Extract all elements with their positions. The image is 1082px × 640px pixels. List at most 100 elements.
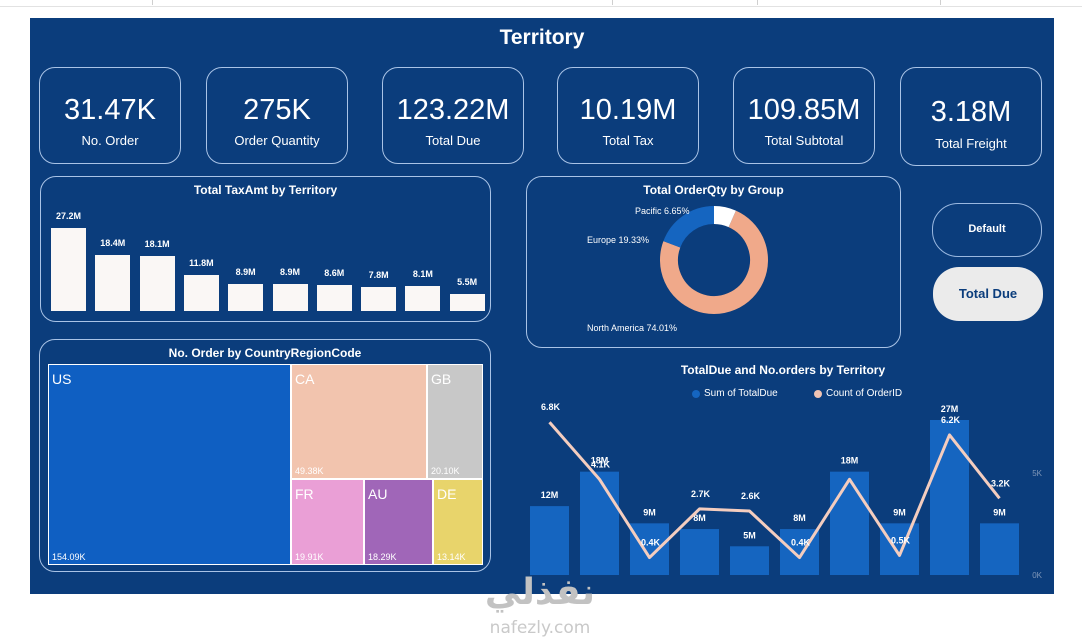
ribbon-separator bbox=[612, 0, 613, 5]
totaldue-orders-chart[interactable]: TotalDue and No.orders by Territory Sum … bbox=[518, 358, 1048, 580]
right-axis-tick: 5K bbox=[1032, 469, 1042, 478]
watermark-latin: nafezly.com bbox=[489, 618, 591, 638]
order-count-label: 0.4K bbox=[791, 538, 811, 548]
kpi-card-order-quantity[interactable]: 275K Order Quantity bbox=[206, 67, 348, 164]
totaldue-bar[interactable] bbox=[580, 471, 619, 575]
page-title: Territory bbox=[499, 26, 585, 49]
tax-bar[interactable] bbox=[139, 255, 175, 311]
ribbon-strip bbox=[0, 0, 1082, 7]
chart-title: Total TaxAmt by Territory bbox=[193, 183, 338, 197]
order-count-label: 4.1K bbox=[591, 459, 611, 469]
kpi-value: 275K bbox=[243, 94, 311, 126]
totaldue-bar[interactable] bbox=[630, 523, 669, 575]
tax-bar[interactable] bbox=[449, 294, 485, 311]
tax-bar[interactable] bbox=[183, 274, 219, 311]
tax-bar-label: 8.9M bbox=[279, 266, 300, 277]
legend-swatch bbox=[814, 389, 822, 398]
treemap-tile-gb[interactable]: GB 20.10K bbox=[427, 364, 483, 479]
slice-label-north-america: North America 74.01% bbox=[587, 323, 677, 333]
totaldue-bar-label: 18M bbox=[591, 456, 609, 466]
kpi-label: Total Freight bbox=[935, 136, 1007, 151]
totaldue-bar-label: 12M bbox=[541, 490, 559, 500]
kpi-card-total-due[interactable]: 123.22M Total Due bbox=[382, 67, 524, 164]
tile-value: 18.29K bbox=[368, 552, 397, 562]
tax-bar[interactable] bbox=[405, 286, 441, 311]
tax-bar[interactable] bbox=[228, 283, 264, 311]
order-count-label: 6.2K bbox=[941, 415, 961, 425]
right-axis-tick: 0K bbox=[1032, 571, 1042, 580]
orderqty-by-group-panel[interactable]: Total OrderQty by Group Pacific 6.65% Eu… bbox=[526, 176, 901, 348]
tile-value: 154.09K bbox=[52, 552, 86, 562]
chart-title: No. Order by CountryRegionCode bbox=[168, 346, 362, 360]
watermark-arabic: نفذلي bbox=[484, 572, 596, 613]
tile-value: 19.91K bbox=[295, 552, 324, 562]
kpi-value: 31.47K bbox=[64, 94, 156, 126]
order-count-line[interactable] bbox=[548, 421, 1001, 560]
totaldue-bar[interactable] bbox=[930, 420, 969, 575]
combo-chart-svg: 12M 18M 9M 8M 5M 8M 18M 9M 27M 9M 6.8K 4.1K 0.4K 2.7K… bbox=[530, 402, 1043, 580]
totaldue-bar[interactable] bbox=[730, 546, 769, 575]
kpi-card-total-subtotal[interactable]: 109.85M Total Subtotal bbox=[733, 67, 875, 164]
tax-bar-label: 27.2M bbox=[55, 211, 81, 221]
tile-value: 13.14K bbox=[437, 552, 466, 562]
tile-label: CA bbox=[295, 371, 315, 387]
tax-bar-label: 18.1M bbox=[144, 238, 170, 249]
tax-bar-label: 5.5M bbox=[457, 277, 478, 288]
slice-label-europe: Europe 19.33% bbox=[587, 235, 649, 245]
default-button[interactable]: Default bbox=[932, 203, 1042, 257]
tax-bar-label: 11.8M bbox=[189, 257, 214, 268]
treemap-tile-ca[interactable]: CA 49.38K bbox=[291, 364, 427, 479]
slice-label-pacific: Pacific 6.65% bbox=[635, 206, 690, 216]
treemap-tile-de[interactable]: DE 13.14K bbox=[433, 479, 483, 565]
report-canvas: Territory 31.47K No. Order 275K Order Qu… bbox=[30, 18, 1054, 594]
tax-bar[interactable] bbox=[316, 284, 352, 311]
tax-bar[interactable] bbox=[95, 254, 131, 311]
tax-bar-label: 18.4M bbox=[100, 237, 126, 248]
totaldue-bar-label: 27M bbox=[941, 404, 959, 414]
tile-label: FR bbox=[295, 486, 314, 502]
total-due-button[interactable]: Total Due bbox=[933, 267, 1043, 321]
tile-value: 49.38K bbox=[295, 466, 324, 476]
tax-bar[interactable] bbox=[361, 287, 397, 311]
tile-value: 20.10K bbox=[431, 466, 460, 476]
kpi-value: 123.22M bbox=[396, 94, 510, 126]
ribbon-separator bbox=[757, 0, 758, 5]
legend-swatch bbox=[692, 389, 700, 398]
totaldue-bar[interactable] bbox=[680, 529, 719, 575]
kpi-card-orders[interactable]: 31.47K No. Order bbox=[39, 67, 181, 164]
tile-label: AU bbox=[368, 486, 388, 502]
treemap-tile-us[interactable]: US 154.09K bbox=[48, 364, 291, 565]
totaldue-bar-label: 5M bbox=[743, 530, 756, 540]
donut-slice-europe[interactable] bbox=[663, 206, 715, 248]
tile-label: GB bbox=[431, 371, 452, 387]
order-count-label: 3.2K bbox=[991, 478, 1011, 488]
totaldue-bar-label: 8M bbox=[693, 513, 706, 523]
donut-slice-north-america[interactable] bbox=[660, 210, 768, 314]
kpi-label: Total Subtotal bbox=[764, 133, 844, 148]
kpi-label: Order Quantity bbox=[234, 133, 320, 148]
orders-by-country-panel[interactable]: No. Order by CountryRegionCode US 154.09… bbox=[39, 339, 491, 572]
tax-bar[interactable] bbox=[51, 228, 86, 311]
donut-svg: Pacific 6.65% Europe 19.33% North Americ… bbox=[587, 206, 768, 333]
legend-label: Sum of TotalDue bbox=[704, 388, 778, 399]
kpi-card-total-freight[interactable]: 3.18M Total Freight bbox=[900, 67, 1042, 166]
donut-slice-pacific[interactable] bbox=[713, 206, 736, 228]
ribbon-separator bbox=[152, 0, 153, 5]
tax-bar-label: 7.8M bbox=[368, 270, 389, 281]
kpi-label: No. Order bbox=[81, 133, 139, 148]
order-count-label: 6.8K bbox=[541, 402, 561, 412]
treemap-tile-au[interactable]: AU 18.29K bbox=[364, 479, 433, 565]
totaldue-bar[interactable] bbox=[980, 523, 1019, 575]
kpi-card-total-tax[interactable]: 10.19M Total Tax bbox=[557, 67, 699, 164]
chart-title: TotalDue and No.orders by Territory bbox=[680, 363, 886, 377]
tax-bar[interactable] bbox=[272, 283, 308, 311]
totaldue-bar[interactable] bbox=[530, 506, 569, 575]
totaldue-bar[interactable] bbox=[830, 471, 869, 575]
totaldue-bar[interactable] bbox=[880, 523, 919, 575]
tax-by-territory-panel[interactable]: Total TaxAmt by Territory 27.2M 18.4M 18.1… bbox=[40, 176, 491, 322]
tax-bar-label: 8.6M bbox=[324, 267, 345, 278]
legend-label: Count of OrderID bbox=[826, 388, 903, 399]
treemap-tile-fr[interactable]: FR 19.91K bbox=[291, 479, 364, 565]
legend-count-orderid: Count of OrderID bbox=[814, 388, 902, 399]
tax-bar-label: 8.1M bbox=[412, 269, 433, 280]
